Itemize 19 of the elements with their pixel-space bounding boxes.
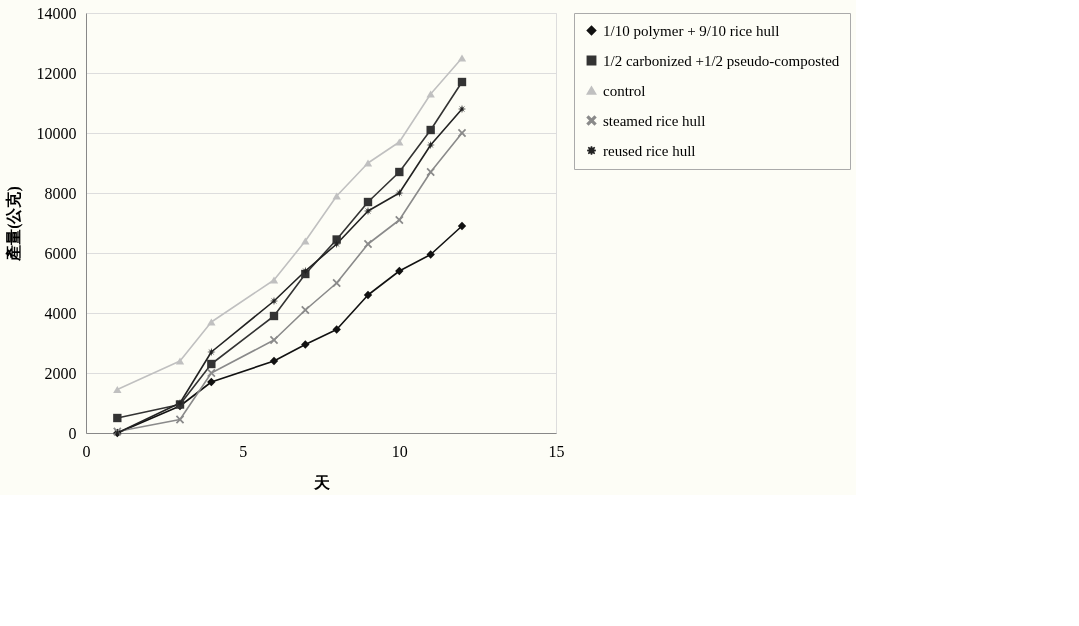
x-tick-label: 10 [391,442,408,460]
legend-label: control [603,82,646,99]
y-tick-label: 8000 [44,184,77,202]
y-tick-label: 4000 [44,304,77,322]
x-tick-label: 15 [548,442,565,460]
legend-label: 1/10 polymer + 9/10 rice hull [603,22,780,39]
y-tick-label: 6000 [44,244,77,262]
y-axis-title: 產量(公克) [4,186,23,262]
x-tick-label: 5 [239,442,248,460]
y-tick-label: 12000 [36,64,77,82]
legend-label: steamed rice hull [603,112,706,129]
legend-label: 1/2 carbonized +1/2 pseudo-composted [603,52,840,69]
legend-label: reused rice hull [603,142,696,159]
x-tick-label: 0 [82,442,91,460]
y-tick-label: 10000 [36,124,77,142]
x-axis-title: 天 [312,473,331,491]
y-tick-label: 0 [68,424,77,442]
y-tick-label: 2000 [44,364,77,382]
y-tick-label: 14000 [36,4,77,22]
